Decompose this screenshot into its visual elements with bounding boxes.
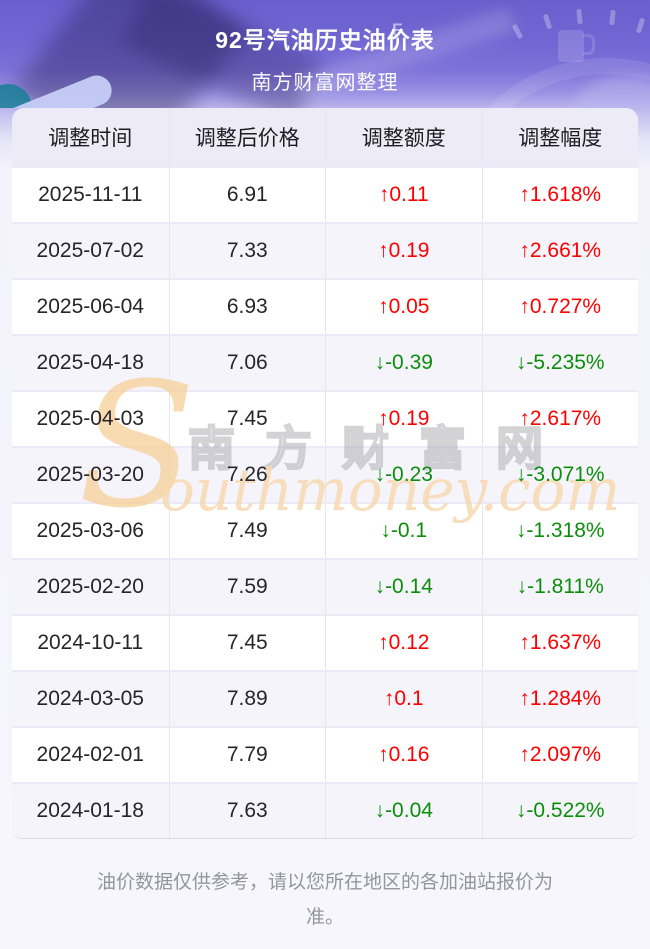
table-row: 2024-01-18 7.63 ↓-0.04 ↓-0.522% — [12, 782, 638, 838]
table-row: 2024-03-05 7.89 ↑0.1 ↑1.284% — [12, 670, 638, 726]
cell-date: 2024-02-01 — [36, 743, 144, 766]
cell-date: 2025-02-20 — [36, 575, 144, 598]
cell-percent: ↑2.097% — [481, 728, 639, 782]
table-header-row: 调整时间 调整后价格 调整额度 调整幅度 — [12, 108, 638, 166]
cell-change: ↓-0.39 — [325, 336, 482, 390]
cell-percent: ↑1.637% — [481, 616, 639, 670]
cell-percent: ↓-1.811% — [481, 560, 639, 614]
table-row: 2025-03-06 7.49 ↓-0.1 ↓-1.318% — [12, 502, 638, 558]
header-cell-percent: 调整幅度 — [481, 108, 639, 166]
cell-date: 2024-10-11 — [37, 631, 144, 654]
table-row: 2025-04-18 7.06 ↓-0.39 ↓-5.235% — [12, 334, 638, 390]
cell-date: 2025-04-03 — [36, 407, 144, 430]
cell-date: 2025-03-20 — [36, 463, 144, 486]
cell-change: ↑0.19 — [325, 392, 482, 446]
cell-date: 2025-06-04 — [36, 295, 144, 318]
cell-date: 2025-11-11 — [38, 183, 143, 206]
footer-note: 油价数据仅供参考，请以您所在地区的各加油站报价为准。 — [96, 872, 553, 928]
cell-price: 6.93 — [168, 280, 326, 334]
cell-percent: ↑2.661% — [481, 224, 639, 278]
page-header: F 92号汽油历史油价表 南方财富网整理 — [0, 0, 650, 108]
cell-change: ↓-0.1 — [325, 504, 482, 558]
cell-change: ↑0.19 — [325, 224, 482, 278]
cell-price: 7.06 — [168, 336, 326, 390]
cell-percent: ↑0.727% — [481, 280, 639, 334]
cell-date: 2025-03-06 — [36, 519, 144, 542]
gauge-full-letter: F — [392, 20, 403, 39]
table-row: 2025-03-20 7.26 ↓-0.23 ↓-3.071% — [12, 446, 638, 502]
cell-percent: ↓-0.522% — [481, 784, 639, 838]
cell-price: 6.91 — [168, 168, 326, 222]
table-row: 2025-07-02 7.33 ↑0.19 ↑2.661% — [12, 222, 638, 278]
cell-percent: ↓-1.318% — [481, 504, 639, 558]
cell-date: 2025-07-02 — [36, 239, 144, 262]
table-body: 2025-11-11 6.91 ↑0.11 ↑1.618% 2025-07-02… — [12, 166, 638, 838]
cell-change: ↑0.05 — [325, 280, 482, 334]
cell-date: 2024-01-18 — [36, 799, 144, 822]
table-row: 2025-02-20 7.59 ↓-0.14 ↓-1.811% — [12, 558, 638, 614]
header-cell-change: 调整额度 — [325, 108, 482, 166]
cell-price: 7.45 — [168, 392, 326, 446]
cell-price: 7.89 — [168, 672, 326, 726]
cell-price: 7.26 — [168, 448, 326, 502]
cell-percent: ↑1.618% — [481, 168, 639, 222]
table-row: 2025-06-04 6.93 ↑0.05 ↑0.727% — [12, 278, 638, 334]
cell-change: ↑0.12 — [325, 616, 482, 670]
page-subtitle: 南方财富网整理 — [251, 72, 399, 94]
cell-price: 7.49 — [168, 504, 326, 558]
cell-change: ↓-0.14 — [325, 560, 482, 614]
page-title: 92号汽油历史油价表 — [215, 27, 435, 53]
cell-price: 7.63 — [168, 784, 326, 838]
table-row: 2025-11-11 6.91 ↑0.11 ↑1.618% — [12, 166, 638, 222]
cell-percent: ↓-5.235% — [481, 336, 639, 390]
table-row: 2025-04-03 7.45 ↑0.19 ↑2.617% — [12, 390, 638, 446]
cell-date: 2025-04-18 — [36, 351, 144, 374]
cell-price: 7.33 — [168, 224, 326, 278]
fuel-pump-icon — [558, 30, 595, 62]
cell-price: 7.59 — [168, 560, 326, 614]
cell-change: ↓-0.23 — [325, 448, 482, 502]
cell-change: ↑0.1 — [325, 672, 482, 726]
cell-change: ↑0.16 — [325, 728, 482, 782]
header-cell-price: 调整后价格 — [168, 108, 326, 166]
cell-date: 2024-03-05 — [36, 687, 144, 710]
table-row: 2024-10-11 7.45 ↑0.12 ↑1.637% — [12, 614, 638, 670]
price-table: 调整时间 调整后价格 调整额度 调整幅度 2025-11-11 6.91 ↑0.… — [12, 108, 638, 839]
table-row: 2024-02-01 7.79 ↑0.16 ↑2.097% — [12, 726, 638, 782]
cell-price: 7.45 — [168, 616, 326, 670]
cell-price: 7.79 — [168, 728, 326, 782]
cell-percent: ↓-3.071% — [481, 448, 639, 502]
cell-percent: ↑2.617% — [481, 392, 639, 446]
cell-percent: ↑1.284% — [481, 672, 639, 726]
cell-change: ↓-0.04 — [325, 784, 482, 838]
cell-change: ↑0.11 — [325, 168, 482, 222]
header-cell-date: 调整时间 — [48, 127, 133, 150]
